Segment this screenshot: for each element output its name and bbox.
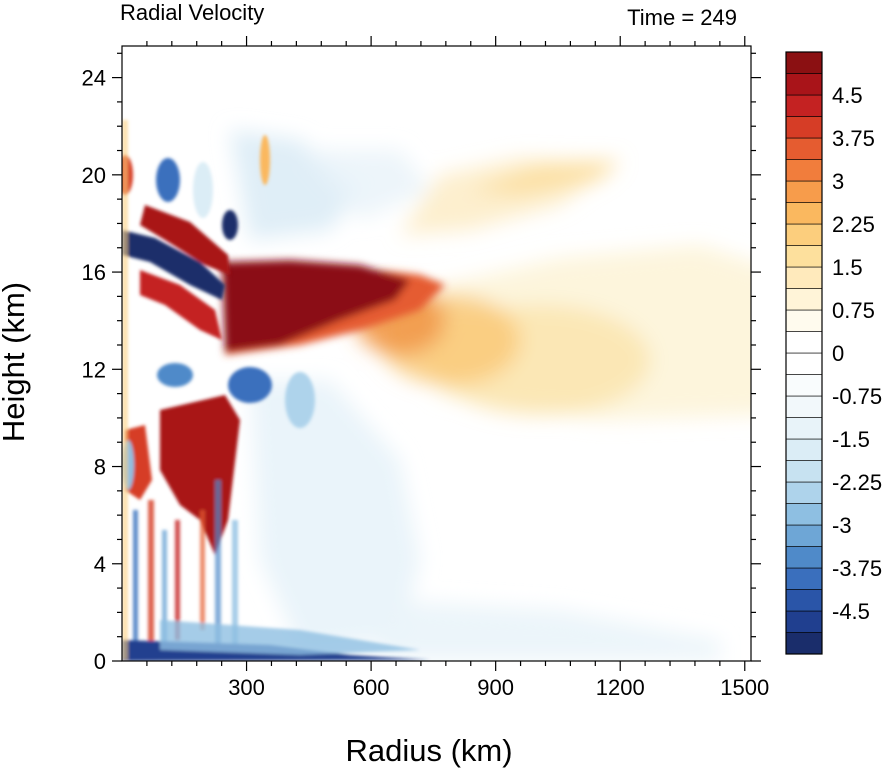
colorbar-box xyxy=(785,374,823,397)
x-tick-label: 1500 xyxy=(720,675,769,700)
x-tick-label: 1200 xyxy=(596,675,645,700)
colorbar-label: -1.5 xyxy=(832,427,870,452)
colorbar-box xyxy=(785,460,823,483)
outflow-jet-layer xyxy=(222,260,445,355)
colorbar-label: -3 xyxy=(832,513,852,538)
colorbar-box xyxy=(785,395,823,418)
colorbar-box xyxy=(785,94,823,117)
colorbar-label: -0.75 xyxy=(832,384,882,409)
chart-title-left: Radial Velocity xyxy=(120,0,264,25)
colorbar-box xyxy=(785,180,823,203)
x-tick-labels: 300 600 900 1200 1500 xyxy=(228,675,769,700)
colorbar-box xyxy=(785,202,823,225)
colorbar-label: 1.5 xyxy=(832,255,863,280)
colorbar-box xyxy=(785,309,823,332)
plot-border xyxy=(121,45,752,662)
x-tick-label: 900 xyxy=(477,675,514,700)
colorbar-box xyxy=(785,223,823,246)
chart-title-right: Time = 249 xyxy=(627,5,737,30)
colorbar-box xyxy=(785,266,823,289)
y-tick-labels: 0 4 8 12 16 20 24 xyxy=(82,66,106,674)
colorbar-box xyxy=(785,503,823,526)
y-tick-label: 4 xyxy=(94,552,106,577)
colorbar-label: -2.25 xyxy=(832,470,882,495)
y-axis-label: Height (km) xyxy=(0,282,31,442)
colorbar xyxy=(785,51,823,655)
colorbar-box xyxy=(785,331,823,354)
colorbar-box xyxy=(785,524,823,547)
colorbar-label: 0.75 xyxy=(832,298,875,323)
colorbar-box xyxy=(785,567,823,590)
colorbar-box xyxy=(785,51,823,74)
colorbar-box xyxy=(785,481,823,504)
colorbar-box xyxy=(785,589,823,612)
colorbar-box xyxy=(785,245,823,268)
colorbar-box xyxy=(785,632,823,655)
y-axis-ticks xyxy=(112,52,761,662)
colorbar-box xyxy=(785,73,823,96)
x-axis-label: Radius (km) xyxy=(345,733,512,768)
colorbar-labels: 4.5 3.75 3 2.25 1.5 0.75 0 -0.75 -1.5 -2.25 -3 -3.7… xyxy=(832,83,882,624)
colorbar-label: 4.5 xyxy=(832,83,863,108)
y-tick-label: 24 xyxy=(82,66,106,91)
x-axis-ticks xyxy=(146,36,746,671)
y-tick-label: 20 xyxy=(82,163,106,188)
velocity-field xyxy=(122,120,751,661)
inner-core-layer xyxy=(122,120,430,661)
colorbar-label: 3.75 xyxy=(832,126,875,151)
colorbar-label: 2.25 xyxy=(832,212,875,237)
colorbar-box xyxy=(785,352,823,375)
colorbar-label: 3 xyxy=(832,169,844,194)
colorbar-box xyxy=(785,546,823,569)
y-tick-label: 0 xyxy=(94,649,106,674)
x-tick-label: 300 xyxy=(228,675,265,700)
y-tick-label: 16 xyxy=(82,260,106,285)
colorbar-box xyxy=(785,137,823,160)
colorbar-label: -3.75 xyxy=(832,556,882,581)
colorbar-box xyxy=(785,288,823,311)
colorbar-label: 0 xyxy=(832,341,844,366)
colorbar-label: -4.5 xyxy=(832,599,870,624)
y-tick-label: 12 xyxy=(82,357,106,382)
colorbar-box xyxy=(785,438,823,461)
x-tick-label: 600 xyxy=(353,675,390,700)
colorbar-box xyxy=(785,417,823,440)
colorbar-box xyxy=(785,610,823,633)
y-tick-label: 8 xyxy=(94,455,106,480)
colorbar-border xyxy=(785,51,823,655)
colorbar-box xyxy=(785,116,823,139)
colorbar-box xyxy=(785,159,823,182)
